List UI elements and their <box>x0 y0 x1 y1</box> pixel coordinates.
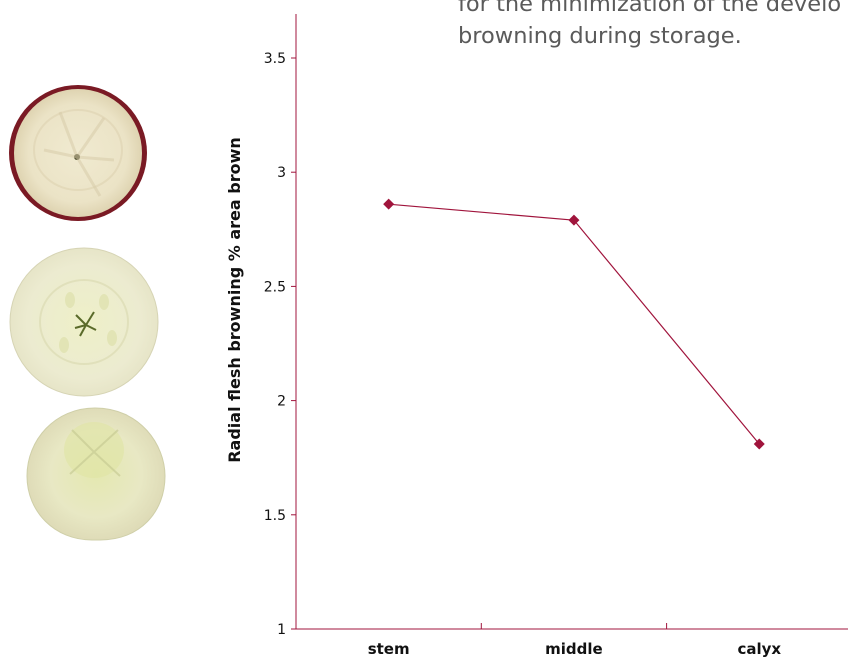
y-tick-label: 3.5 <box>264 51 286 67</box>
y-axis-title: Radial flesh browning % area brown <box>225 137 244 463</box>
y-tick-label: 2.5 <box>264 279 286 295</box>
data-point-marker <box>568 214 580 226</box>
y-tick-label: 2 <box>277 394 286 410</box>
body-text-line-2: browning during storage. <box>458 23 742 49</box>
apple-slice-stem-image <box>9 85 147 221</box>
series-group <box>383 198 765 450</box>
apple-slice-calyx-image <box>26 407 166 541</box>
data-point-marker <box>753 438 765 450</box>
body-text-snippet: for the minimization of the develo brown… <box>458 0 841 52</box>
y-axis-ticks: 1 1.5 2 2.5 3 3.5 <box>264 51 296 638</box>
apple-slices-illustration <box>9 85 166 541</box>
x-axis-ticks: stem middle calyx <box>368 623 781 658</box>
y-tick-label: 3 <box>277 165 286 181</box>
data-point-marker <box>383 198 395 210</box>
series-line <box>388 203 760 445</box>
chart-axes <box>295 14 848 630</box>
x-category-label: stem <box>368 640 410 658</box>
x-category-label: middle <box>545 640 603 658</box>
y-tick-label: 1 <box>277 622 286 638</box>
body-text-line-1: for the minimization of the develo <box>458 0 842 17</box>
x-category-label: calyx <box>737 640 781 658</box>
y-tick-label: 1.5 <box>264 508 286 524</box>
apple-slice-middle-image <box>9 247 159 397</box>
